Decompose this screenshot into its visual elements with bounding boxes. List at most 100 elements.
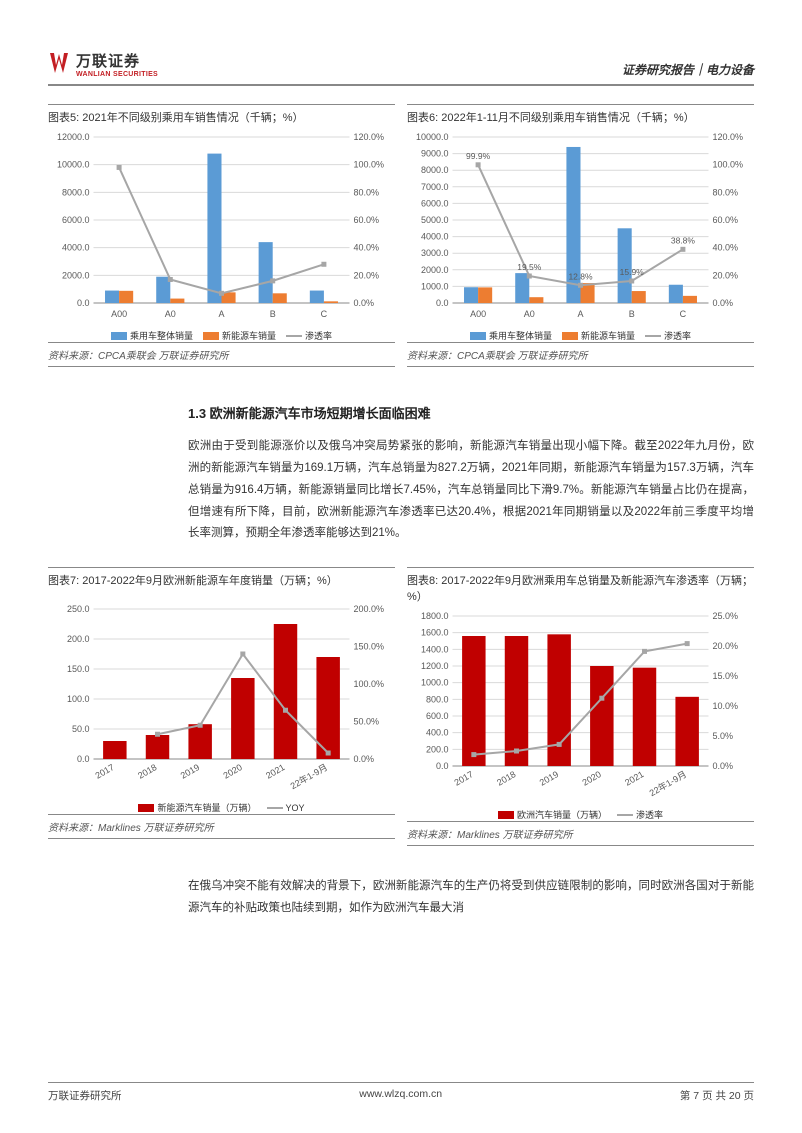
svg-text:80.0%: 80.0% bbox=[354, 187, 380, 197]
svg-text:6000.0: 6000.0 bbox=[62, 215, 90, 225]
chart-6: 0.0 1000.0 2000.0 3000.0 4000.0 5000.0 6000.0 7… bbox=[407, 127, 754, 327]
svg-text:1600.0: 1600.0 bbox=[421, 628, 449, 638]
svg-text:2017: 2017 bbox=[93, 762, 115, 781]
chart-5-cell: 图表5: 2021年不同级别乘用车销售情况（千辆；%） 0.02000.0400… bbox=[48, 104, 395, 373]
footer-left: 万联证券研究所 bbox=[48, 1088, 122, 1103]
svg-text:100.0%: 100.0% bbox=[713, 160, 744, 170]
svg-text:100.0%: 100.0% bbox=[354, 160, 385, 170]
section-1-3-heading: 1.3 欧洲新能源汽车市场短期增长面临困难 bbox=[188, 403, 754, 422]
svg-text:4000.0: 4000.0 bbox=[62, 243, 90, 253]
svg-text:60.0%: 60.0% bbox=[354, 215, 380, 225]
svg-text:A: A bbox=[218, 309, 224, 319]
svg-text:0.0: 0.0 bbox=[77, 298, 90, 308]
svg-text:0.0: 0.0 bbox=[436, 298, 449, 308]
svg-text:800.0: 800.0 bbox=[426, 695, 449, 705]
chart-row-7-8: 图表7: 2017-2022年9月欧洲新能源车年度销量（万辆；%） 0.0 50.… bbox=[48, 567, 754, 852]
svg-text:2000.0: 2000.0 bbox=[421, 265, 449, 275]
svg-text:40.0%: 40.0% bbox=[713, 243, 739, 253]
svg-text:20.0%: 20.0% bbox=[713, 270, 739, 280]
chart-8-source: 资料来源：Marklines 万联证券研究所 bbox=[407, 821, 754, 846]
svg-text:0.0: 0.0 bbox=[77, 754, 90, 764]
chart-7-source: 资料来源：Marklines 万联证券研究所 bbox=[48, 814, 395, 839]
svg-text:150.0: 150.0 bbox=[67, 664, 90, 674]
svg-text:7000.0: 7000.0 bbox=[421, 182, 449, 192]
svg-text:200.0: 200.0 bbox=[426, 745, 449, 755]
svg-text:A0: A0 bbox=[524, 309, 535, 319]
svg-text:8000.0: 8000.0 bbox=[421, 165, 449, 175]
chart-8-cell: 图表8: 2017-2022年9月欧洲乘用车总销量及新能源汽车渗透率（万辆；%）… bbox=[407, 567, 754, 852]
svg-text:22年1-9月: 22年1-9月 bbox=[288, 761, 329, 791]
chart-6-title: 图表6: 2022年1-11月不同级别乘用车销售情况（千辆；%） bbox=[407, 104, 754, 127]
svg-text:600.0: 600.0 bbox=[426, 711, 449, 721]
svg-text:12.8%: 12.8% bbox=[568, 271, 593, 281]
chart-6-source: 资料来源：CPCA乘联会 万联证券研究所 bbox=[407, 342, 754, 367]
svg-text:10000.0: 10000.0 bbox=[416, 132, 449, 142]
svg-text:A00: A00 bbox=[470, 309, 486, 319]
chart-7: 0.050.0100.0150.0200.0250.00.0%50.0%100.… bbox=[48, 599, 395, 799]
svg-text:0.0: 0.0 bbox=[436, 761, 449, 771]
chart-7-title: 图表7: 2017-2022年9月欧洲新能源车年度销量（万辆；%） bbox=[48, 567, 395, 599]
svg-text:100.0%: 100.0% bbox=[354, 679, 385, 689]
svg-text:25.0%: 25.0% bbox=[713, 611, 739, 621]
svg-text:2021: 2021 bbox=[264, 762, 286, 781]
svg-text:1800.0: 1800.0 bbox=[421, 611, 449, 621]
chart-5: 0.02000.04000.06000.08000.010000.012000.… bbox=[48, 127, 395, 327]
svg-text:2017: 2017 bbox=[452, 769, 474, 788]
svg-text:20.0%: 20.0% bbox=[713, 641, 739, 651]
svg-text:A0: A0 bbox=[165, 309, 176, 319]
svg-text:15.9%: 15.9% bbox=[620, 267, 645, 277]
chart-8-legend: 欧洲汽车销量（万辆）渗透率 bbox=[407, 808, 754, 821]
logo-text-en: WANLIAN SECURITIES bbox=[76, 71, 158, 78]
svg-text:38.8%: 38.8% bbox=[671, 235, 696, 245]
chart-7-cell: 图表7: 2017-2022年9月欧洲新能源车年度销量（万辆；%） 0.0 50.… bbox=[48, 567, 395, 852]
svg-text:2019: 2019 bbox=[179, 762, 201, 781]
svg-text:2021: 2021 bbox=[623, 769, 645, 788]
svg-text:1400.0: 1400.0 bbox=[421, 645, 449, 655]
svg-text:2020: 2020 bbox=[221, 762, 243, 781]
svg-text:C: C bbox=[680, 309, 687, 319]
logo-text-cn: 万联证券 bbox=[76, 50, 158, 71]
svg-text:22年1-9月: 22年1-9月 bbox=[647, 768, 688, 798]
svg-text:0.0%: 0.0% bbox=[713, 298, 734, 308]
svg-text:1000.0: 1000.0 bbox=[421, 678, 449, 688]
svg-text:2018: 2018 bbox=[495, 769, 517, 788]
svg-text:6000.0: 6000.0 bbox=[421, 198, 449, 208]
svg-text:1200.0: 1200.0 bbox=[421, 661, 449, 671]
svg-text:5000.0: 5000.0 bbox=[421, 215, 449, 225]
chart-8-title: 图表8: 2017-2022年9月欧洲乘用车总销量及新能源汽车渗透率（万辆；%） bbox=[407, 567, 754, 606]
svg-text:400.0: 400.0 bbox=[426, 728, 449, 738]
chart-row-5-6: 图表5: 2021年不同级别乘用车销售情况（千辆；%） 0.0 2000.0 400… bbox=[48, 104, 754, 373]
chart-5-source: 资料来源：CPCA乘联会 万联证券研究所 bbox=[48, 342, 395, 367]
svg-text:A: A bbox=[577, 309, 583, 319]
chart-6-cell: 图表6: 2022年1-11月不同级别乘用车销售情况（千辆；%） 0.0 1000… bbox=[407, 104, 754, 373]
chart-6-legend: 乘用车整体销量新能源车销量渗透率 bbox=[407, 329, 754, 342]
logo-icon bbox=[48, 51, 70, 77]
svg-text:50.0: 50.0 bbox=[72, 724, 90, 734]
chart-5-title: 图表5: 2021年不同级别乘用车销售情况（千辆；%） bbox=[48, 104, 395, 127]
svg-text:100.0: 100.0 bbox=[67, 694, 90, 704]
svg-text:10000.0: 10000.0 bbox=[57, 160, 90, 170]
svg-text:4000.0: 4000.0 bbox=[421, 232, 449, 242]
footer-center: www.wlzq.com.cn bbox=[359, 1088, 442, 1103]
page-footer: 万联证券研究所 www.wlzq.com.cn 第 7 页 共 20 页 bbox=[48, 1082, 754, 1103]
svg-text:15.0%: 15.0% bbox=[713, 671, 739, 681]
svg-text:B: B bbox=[270, 309, 276, 319]
svg-text:60.0%: 60.0% bbox=[713, 215, 739, 225]
svg-text:50.0%: 50.0% bbox=[354, 717, 380, 727]
svg-text:250.0: 250.0 bbox=[67, 604, 90, 614]
svg-text:40.0%: 40.0% bbox=[354, 243, 380, 253]
svg-text:2020: 2020 bbox=[580, 769, 602, 788]
footer-right: 第 7 页 共 20 页 bbox=[680, 1088, 754, 1103]
svg-text:19.5%: 19.5% bbox=[517, 262, 542, 272]
svg-text:80.0%: 80.0% bbox=[713, 187, 739, 197]
svg-text:10.0%: 10.0% bbox=[713, 701, 739, 711]
svg-text:200.0%: 200.0% bbox=[354, 604, 385, 614]
svg-text:1000.0: 1000.0 bbox=[421, 281, 449, 291]
svg-text:0.0%: 0.0% bbox=[354, 754, 375, 764]
svg-text:5.0%: 5.0% bbox=[713, 731, 734, 741]
chart-7-legend: 新能源汽车销量（万辆）YOY bbox=[48, 801, 395, 814]
svg-text:8000.0: 8000.0 bbox=[62, 187, 90, 197]
svg-text:3000.0: 3000.0 bbox=[421, 248, 449, 258]
page-header: 万联证券 WANLIAN SECURITIES 证券研究报告｜电力设备 bbox=[48, 50, 754, 86]
chart-5-legend: 乘用车整体销量新能源车销量渗透率 bbox=[48, 329, 395, 342]
